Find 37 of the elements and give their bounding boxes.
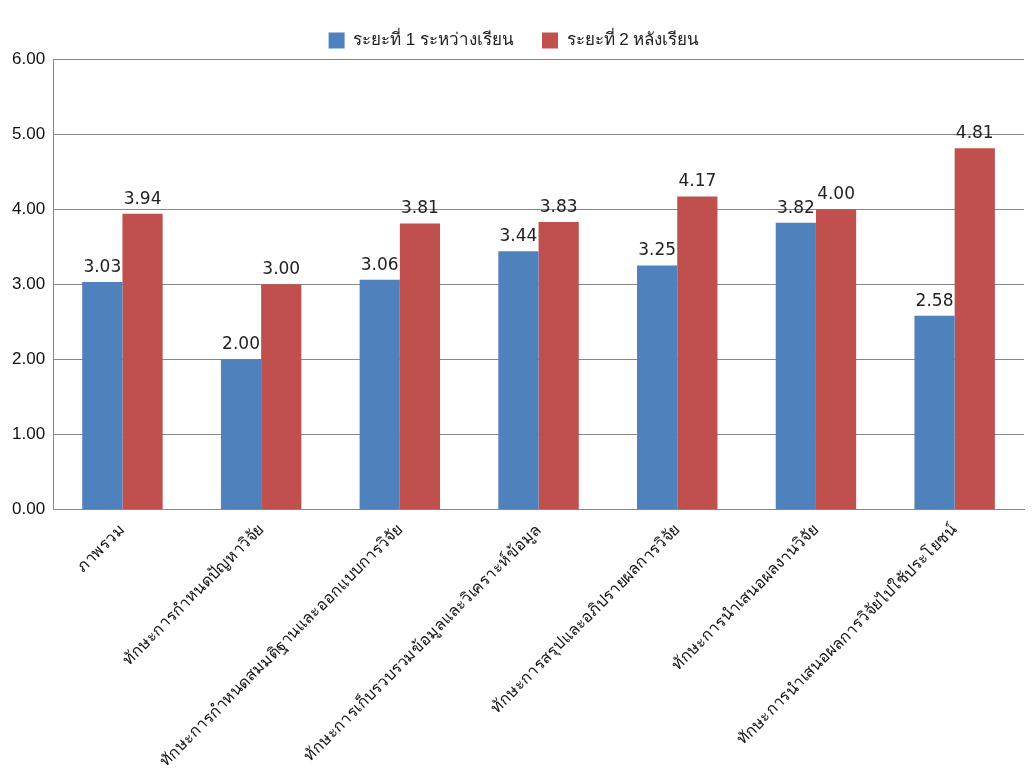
bar bbox=[359, 279, 400, 510]
data-label: 4.17 bbox=[678, 170, 717, 191]
data-label: 3.83 bbox=[539, 195, 578, 216]
bar bbox=[220, 359, 262, 510]
data-label: 3.81 bbox=[401, 197, 439, 218]
bar bbox=[954, 148, 995, 510]
data-label: 3.82 bbox=[776, 196, 815, 217]
data-label: 4.81 bbox=[955, 122, 994, 143]
bar bbox=[498, 251, 539, 510]
bar bbox=[775, 222, 816, 510]
data-label: 3.94 bbox=[123, 187, 162, 208]
bar bbox=[399, 223, 441, 510]
data-label: 2.58 bbox=[915, 289, 954, 310]
data-label: 3.00 bbox=[262, 258, 301, 279]
data-label: 3.44 bbox=[499, 225, 538, 246]
y-tick-label: 2.00 bbox=[11, 349, 46, 369]
bar bbox=[122, 213, 163, 510]
bar bbox=[677, 196, 718, 510]
y-tick-label: 6.00 bbox=[11, 48, 46, 68]
data-label: 2.00 bbox=[222, 333, 260, 354]
y-tick-label: 1.00 bbox=[11, 424, 46, 444]
data-label: 4.00 bbox=[817, 183, 855, 204]
y-tick-label: 5.00 bbox=[11, 123, 46, 143]
bar bbox=[637, 265, 678, 510]
data-label: 3.25 bbox=[638, 239, 677, 260]
bar bbox=[914, 315, 955, 510]
bar bbox=[82, 282, 123, 510]
y-tick-label: 4.00 bbox=[11, 198, 46, 218]
data-label: 3.03 bbox=[83, 255, 122, 276]
data-label: 3.06 bbox=[360, 253, 399, 274]
bar bbox=[815, 209, 857, 510]
legend-label: ระยะที่ 1 ระหว่างเรียน bbox=[353, 27, 515, 50]
y-tick-label: 3.00 bbox=[11, 273, 46, 293]
legend-label: ระยะที่ 2 หลังเรียน bbox=[566, 27, 700, 50]
y-tick-label: 0.00 bbox=[11, 499, 46, 519]
bar bbox=[538, 221, 579, 510]
bar bbox=[261, 284, 302, 510]
